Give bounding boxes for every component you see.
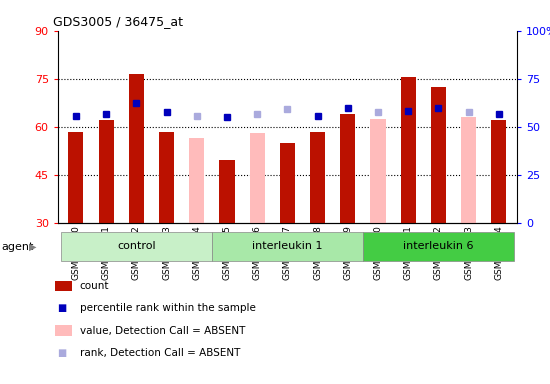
Text: control: control <box>117 241 156 251</box>
Text: agent: agent <box>1 242 34 252</box>
Bar <box>401 77 416 223</box>
Text: percentile rank within the sample: percentile rank within the sample <box>80 303 256 313</box>
Text: GDS3005 / 36475_at: GDS3005 / 36475_at <box>53 15 183 28</box>
Bar <box>98 120 114 223</box>
Bar <box>129 74 144 223</box>
Text: rank, Detection Call = ABSENT: rank, Detection Call = ABSENT <box>80 348 240 358</box>
Bar <box>310 132 325 223</box>
Text: interleukin 1: interleukin 1 <box>252 241 323 251</box>
Bar <box>431 87 446 223</box>
Text: count: count <box>80 281 109 291</box>
Bar <box>189 138 204 223</box>
Text: interleukin 6: interleukin 6 <box>403 241 474 251</box>
Bar <box>219 161 234 223</box>
Bar <box>461 117 476 223</box>
Bar <box>250 133 265 223</box>
Bar <box>280 143 295 223</box>
Text: ■: ■ <box>57 348 66 358</box>
Bar <box>363 232 514 262</box>
Bar <box>491 120 507 223</box>
Bar <box>159 132 174 223</box>
Text: value, Detection Call = ABSENT: value, Detection Call = ABSENT <box>80 326 245 336</box>
Text: ▶: ▶ <box>29 242 36 252</box>
Bar <box>371 119 386 223</box>
Bar <box>60 232 212 262</box>
Bar <box>212 232 363 262</box>
Text: ■: ■ <box>57 303 66 313</box>
Bar <box>68 132 84 223</box>
Bar <box>340 114 355 223</box>
